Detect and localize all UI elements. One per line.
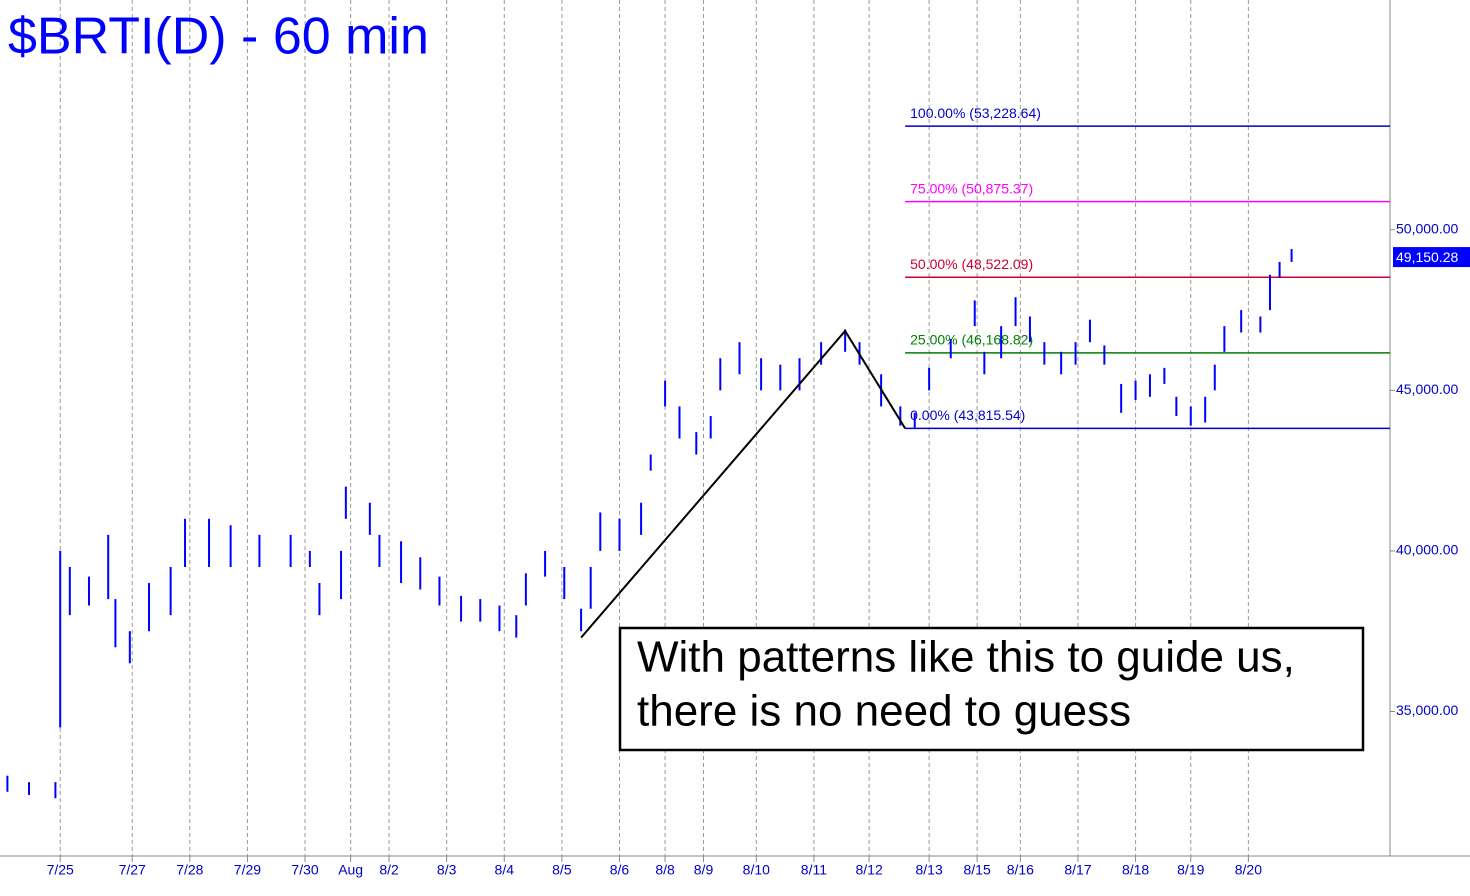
x-tick-label: 8/4 xyxy=(495,862,515,878)
x-tick-label: 7/29 xyxy=(234,862,261,878)
y-tick-label: 50,000.00 xyxy=(1396,220,1458,236)
x-tick-label: 8/18 xyxy=(1122,862,1149,878)
annotation-box xyxy=(618,626,1365,752)
x-tick-label: 7/27 xyxy=(119,862,146,878)
x-tick-label: 8/9 xyxy=(694,862,714,878)
last-price-box xyxy=(1393,247,1470,268)
pattern-line xyxy=(580,329,906,639)
x-tick-label: 8/5 xyxy=(552,862,572,878)
last-price-label: 49,150.28 xyxy=(1396,249,1458,265)
x-tick-label: 8/3 xyxy=(437,862,457,878)
x-tick-label: 7/25 xyxy=(47,862,74,878)
y-tick-label: 40,000.00 xyxy=(1396,542,1458,558)
x-tick-label: Aug xyxy=(338,862,363,878)
x-tick-label: 8/16 xyxy=(1007,862,1034,878)
x-tick-label: 8/2 xyxy=(379,862,399,878)
annotation-text: With patterns like this to guide us, xyxy=(637,633,1295,682)
x-tick-label: 8/6 xyxy=(610,862,630,878)
fib-label: 50.00% (48,522.09) xyxy=(910,256,1033,272)
x-tick-label: 7/28 xyxy=(176,862,203,878)
annotation-text: there is no need to guess xyxy=(637,687,1131,736)
x-tick-label: 7/30 xyxy=(291,862,318,878)
x-tick-label: 8/13 xyxy=(916,862,943,878)
x-tick-label: 8/8 xyxy=(655,862,675,878)
fib-label: 25.00% (46,168.82) xyxy=(910,332,1033,348)
fib-label: 0.00% (43,815.54) xyxy=(910,407,1025,423)
x-tick-label: 8/19 xyxy=(1177,862,1204,878)
x-tick-label: 8/10 xyxy=(743,862,770,878)
x-tick-label: 8/17 xyxy=(1064,862,1091,878)
fib-label: 75.00% (50,875.37) xyxy=(910,180,1033,196)
chart-title: $BRTI(D) - 60 min xyxy=(8,8,429,66)
x-tick-label: 8/15 xyxy=(964,862,991,878)
y-tick-label: 35,000.00 xyxy=(1396,702,1458,718)
fib-label: 100.00% (53,228.64) xyxy=(910,105,1041,121)
y-tick-label: 45,000.00 xyxy=(1396,381,1458,397)
x-tick-label: 8/11 xyxy=(801,862,827,878)
x-tick-label: 8/20 xyxy=(1235,862,1262,878)
x-tick-label: 8/12 xyxy=(855,862,882,878)
